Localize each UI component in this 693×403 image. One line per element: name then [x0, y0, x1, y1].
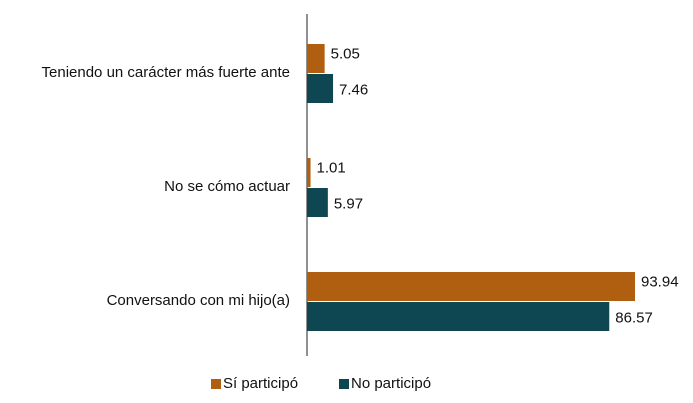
data-label: 5.97 [334, 195, 363, 212]
y-tick-label: Conversando con mi hijo(a) [107, 292, 290, 309]
data-label: 5.05 [331, 45, 360, 62]
data-label: 86.57 [615, 309, 653, 326]
y-tick-label: No se cómo actuar [164, 178, 290, 195]
bar [307, 74, 334, 103]
data-label: 7.46 [339, 81, 368, 98]
data-label: 93.94 [641, 273, 679, 290]
y-tick-label: Teniendo un carácter más fuerte ante [42, 64, 290, 81]
legend-label: No participó [351, 375, 431, 392]
legend-swatch [339, 379, 349, 389]
data-label: 1.01 [317, 159, 346, 176]
bar [307, 302, 610, 331]
bar [307, 158, 311, 187]
legend-label: Sí participó [223, 375, 298, 392]
bar [307, 272, 635, 301]
legend-swatch [211, 379, 221, 389]
bar [307, 188, 328, 217]
bar [307, 44, 325, 73]
